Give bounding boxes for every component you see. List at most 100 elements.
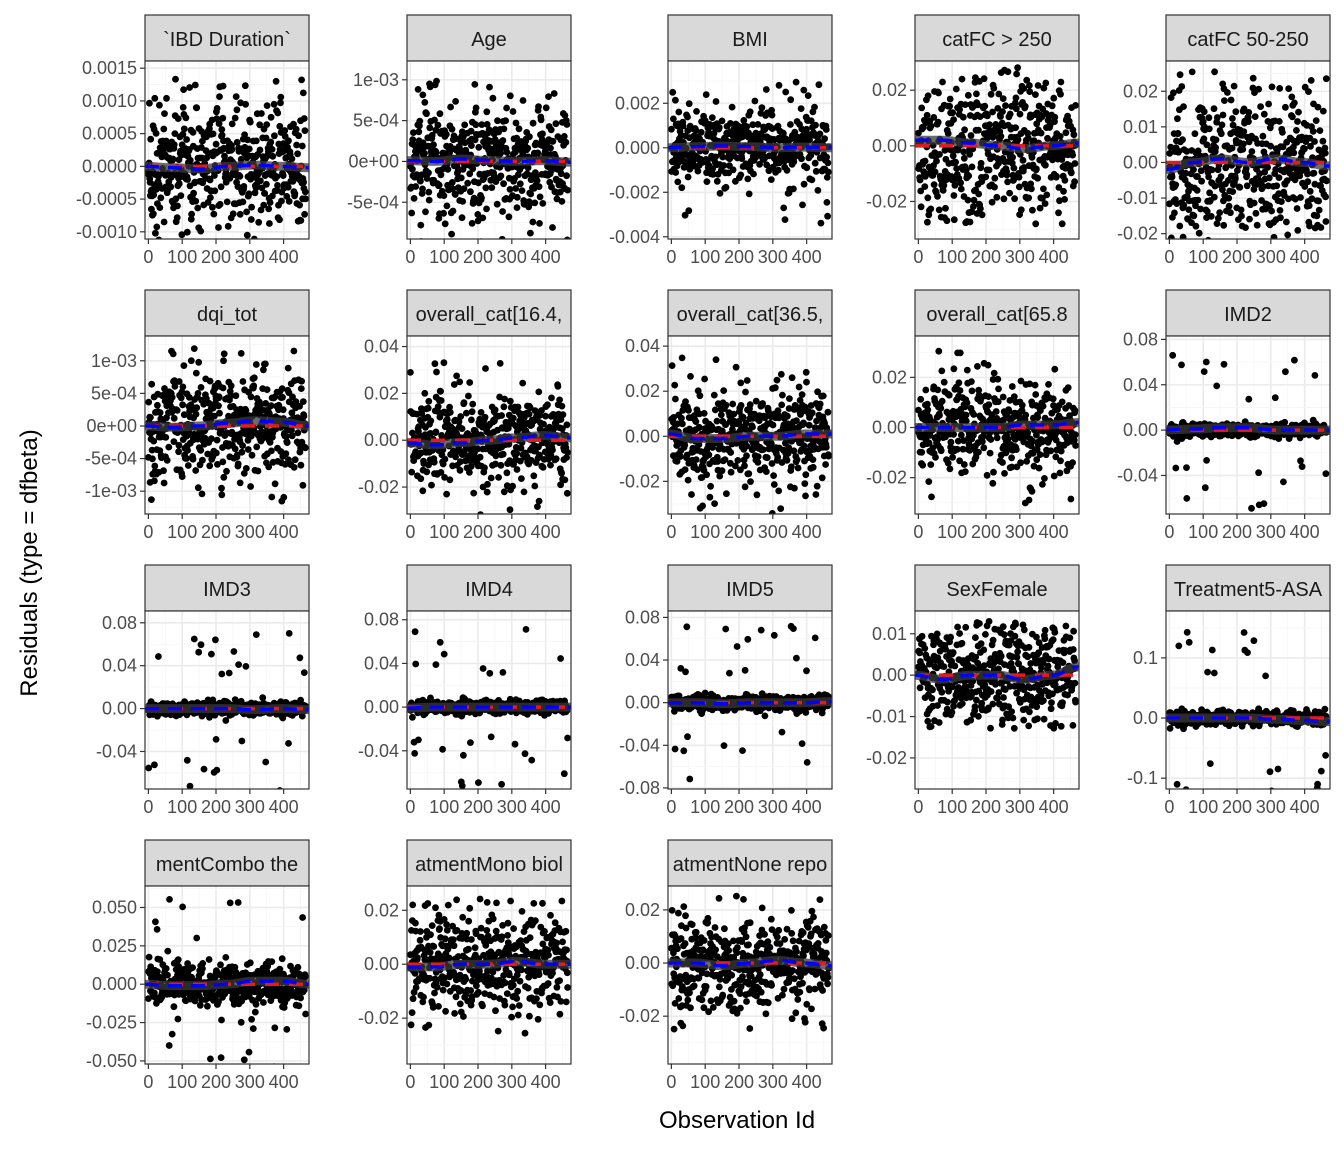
residual-point [277, 93, 285, 101]
residual-point [268, 146, 276, 153]
residual-point [780, 204, 788, 212]
residual-point [503, 148, 511, 156]
residual-point [1279, 129, 1286, 136]
residual-point [694, 466, 701, 473]
x-tick-label: 200 [971, 522, 1001, 542]
residual-point [469, 165, 477, 173]
residual-point [536, 451, 543, 459]
residual-point [759, 446, 767, 453]
residual-point [275, 401, 283, 409]
residual-point [434, 121, 442, 129]
y-tick-label: 0.04 [364, 337, 399, 357]
residual-point [545, 93, 552, 100]
residual-point [737, 402, 745, 409]
residual-point [715, 124, 723, 131]
residual-point [995, 385, 1002, 393]
residual-point [228, 146, 236, 153]
residual-point [774, 122, 782, 130]
residual-point [1228, 144, 1236, 152]
residual-point [243, 208, 251, 216]
smooth-trend-line [407, 157, 571, 164]
residual-point [468, 408, 476, 416]
residual-point [1213, 220, 1221, 228]
residual-point [1205, 125, 1213, 133]
residual-point [1006, 397, 1014, 404]
residual-point [277, 99, 284, 107]
residual-point [768, 510, 776, 514]
residual-point [291, 456, 299, 464]
residual-point [729, 166, 737, 174]
residual-point [936, 151, 943, 158]
residual-point [273, 173, 281, 181]
residual-point [1053, 172, 1060, 180]
residual-point [547, 144, 554, 152]
residual-point [950, 365, 958, 373]
residual-point [1067, 495, 1075, 503]
residual-point [717, 411, 725, 419]
residual-point [233, 106, 241, 114]
residual-point [710, 130, 718, 137]
y-tick-label: -0.02 [866, 191, 907, 211]
residual-point [279, 172, 287, 180]
residual-point [147, 135, 155, 143]
residual-point [467, 127, 475, 135]
residual-point [995, 90, 1003, 98]
residual-point [1282, 103, 1289, 111]
residual-point [236, 210, 244, 218]
residual-point [813, 482, 821, 490]
residual-point [1213, 382, 1221, 390]
residual-point [1321, 144, 1329, 152]
residual-point [823, 199, 831, 206]
residual-point [542, 104, 550, 112]
residual-point [814, 388, 821, 396]
residual-point [1178, 83, 1186, 90]
residual-point [509, 414, 517, 422]
residual-point [198, 490, 206, 498]
residual-point [415, 142, 422, 150]
x-tick-label: 300 [1005, 522, 1035, 542]
residual-point [1255, 469, 1262, 477]
residual-point [172, 195, 180, 203]
residual-point [1071, 431, 1079, 439]
residual-point [526, 404, 534, 412]
residual-point [563, 489, 571, 497]
residual-point [949, 453, 956, 461]
x-tick-label: 400 [1039, 247, 1069, 267]
residual-point [227, 382, 235, 390]
residual-point [247, 483, 255, 490]
residual-point [1227, 96, 1235, 104]
residual-point [701, 117, 709, 125]
residual-point [732, 462, 739, 470]
residual-point [190, 345, 198, 352]
residual-point [271, 132, 278, 140]
y-tick-label: -0.0010 [76, 222, 137, 242]
residual-point [475, 143, 483, 151]
residual-point [152, 130, 160, 137]
y-tick-label: -0.004 [609, 227, 660, 247]
residual-point [189, 455, 197, 463]
residual-point [802, 492, 809, 500]
residual-point [805, 421, 813, 429]
residual-point [1025, 496, 1033, 504]
residual-point [713, 177, 721, 185]
residual-point [668, 362, 676, 369]
residual-point [270, 100, 278, 108]
residual-point [191, 81, 199, 89]
residual-point [512, 185, 520, 192]
residual-point [670, 115, 677, 123]
residual-point [197, 384, 205, 391]
y-tick-label: 0.0000 [82, 156, 137, 176]
residual-point [489, 94, 497, 102]
residual-point [742, 419, 750, 427]
residual-point [197, 446, 205, 454]
residual-point [745, 190, 753, 198]
residual-point [466, 170, 474, 178]
residual-point [298, 76, 305, 84]
residual-point [524, 164, 532, 172]
residual-point [262, 400, 270, 407]
residual-point [539, 130, 546, 138]
residual-point [540, 420, 547, 428]
smooth-trend-line [407, 433, 571, 447]
residual-point [692, 418, 700, 425]
residual-point [421, 99, 429, 106]
